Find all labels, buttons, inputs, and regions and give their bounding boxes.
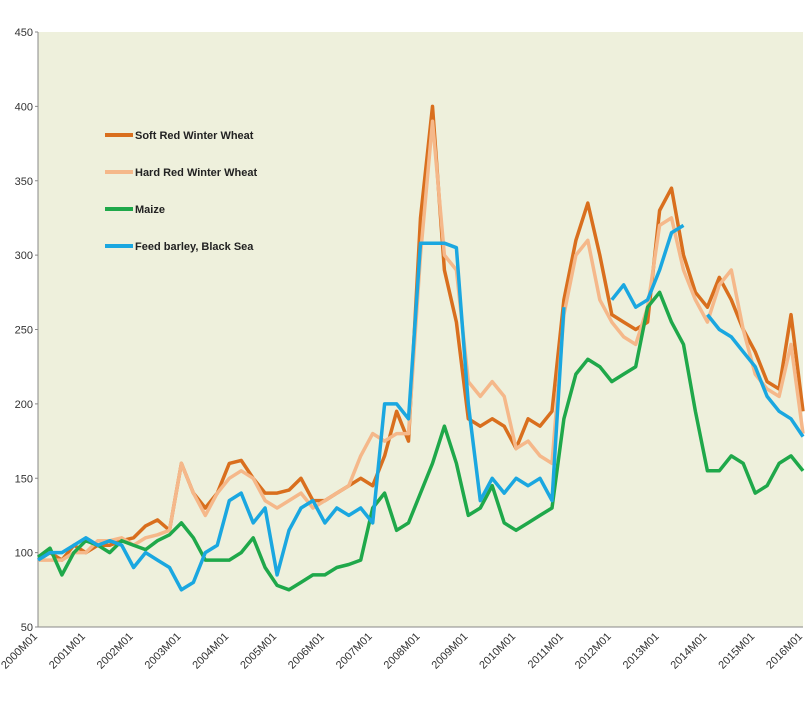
x-tick-label: 2010M01	[477, 631, 518, 672]
x-tick-label: 2016M01	[764, 631, 805, 672]
x-tick-label: 2008M01	[382, 631, 423, 672]
x-tick-label: 2009M01	[430, 631, 471, 672]
x-tick-label: 2013M01	[621, 631, 662, 672]
x-tick-label: 2014M01	[669, 631, 710, 672]
series-line	[37, 104, 805, 562]
legend-label: Hard Red Winter Wheat	[135, 167, 257, 179]
y-tick-label: 200	[15, 399, 33, 411]
legend-label: Soft Red Winter Wheat	[135, 130, 254, 142]
x-tick-label: 2004M01	[190, 631, 231, 672]
x-tick-label: 2005M01	[238, 631, 279, 672]
y-tick-label: 450	[15, 27, 33, 39]
x-tick-label: 2003M01	[143, 631, 184, 672]
y-tick-label: 250	[15, 325, 33, 337]
x-tick-label: 2012M01	[573, 631, 614, 672]
x-tick-label: 2015M01	[716, 631, 757, 672]
x-tick-label: 2011M01	[526, 631, 566, 671]
series-line	[37, 223, 805, 592]
y-tick-label: 300	[15, 250, 33, 262]
y-tick-label: 350	[15, 176, 33, 188]
y-tick-label: 400	[15, 101, 33, 113]
series-line	[36, 290, 805, 592]
y-tick-label: 100	[15, 548, 33, 560]
x-tick-label: 2002M01	[95, 631, 136, 672]
y-tick-label: 150	[15, 473, 33, 485]
legend-label: Maize	[135, 204, 165, 216]
y-tick-label: 50	[21, 622, 33, 634]
x-tick-label: 2000M01	[0, 631, 40, 672]
x-tick-label: 2001M01	[47, 631, 88, 672]
x-tick-label: 2007M01	[334, 631, 375, 672]
legend-label: Feed barley, Black Sea	[135, 241, 254, 253]
x-tick-label: 2006M01	[286, 631, 327, 672]
